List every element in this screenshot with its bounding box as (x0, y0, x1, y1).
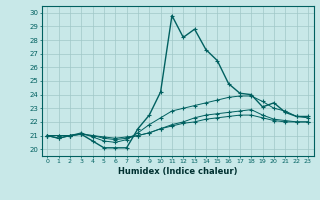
X-axis label: Humidex (Indice chaleur): Humidex (Indice chaleur) (118, 167, 237, 176)
